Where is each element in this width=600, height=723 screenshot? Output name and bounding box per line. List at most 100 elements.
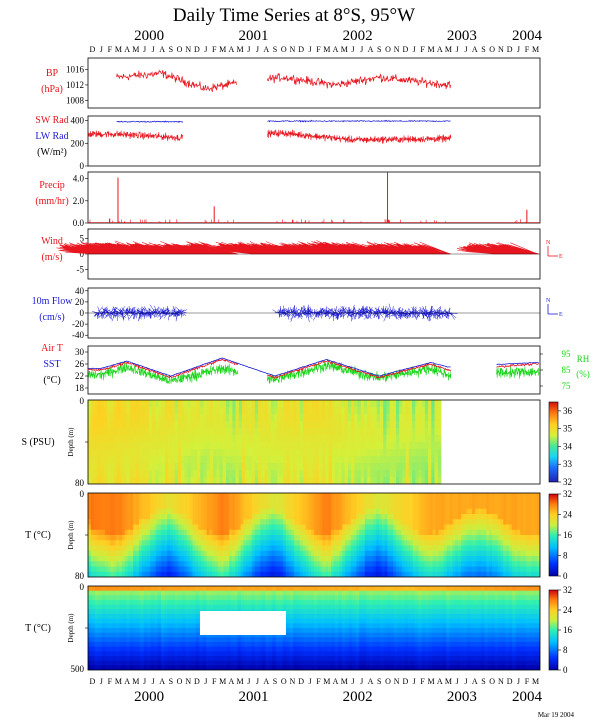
heatmap-cell [531, 503, 535, 510]
top-year-label: 2002 [343, 28, 373, 44]
heatmap-cell [446, 503, 451, 510]
heatmap-cell [435, 529, 439, 536]
heatmap-cell [206, 646, 211, 652]
heatmap-cell [402, 456, 407, 464]
heatmap-cell [184, 493, 188, 499]
heatmap-cell [226, 571, 230, 577]
heatmap-cell [330, 514, 335, 520]
colorbar-tick-label: 33 [563, 459, 573, 469]
heatmap-cell [263, 556, 267, 562]
heatmap-cell [428, 414, 432, 422]
heatmap-cell [370, 550, 374, 557]
heatmap-cell [415, 428, 419, 436]
heatmap-cell [378, 508, 383, 515]
heatmap-cell [181, 586, 186, 592]
heatmap-cell [251, 428, 256, 436]
heatmap-cell [94, 623, 99, 629]
heatmap-cell [483, 535, 487, 541]
heatmap-cell [189, 519, 193, 525]
heatmap-cell [195, 614, 200, 620]
heatmap-cell [193, 428, 198, 436]
heatmap-cell [145, 407, 150, 415]
heatmap-cell [362, 514, 366, 520]
heatmap-cell [260, 503, 264, 510]
heatmap-cell [185, 600, 190, 606]
heatmap-cell [172, 529, 176, 536]
top-month-label: J [360, 45, 363, 54]
heatmap-cell [171, 656, 176, 662]
heatmap-cell [347, 421, 352, 429]
heatmap-cell [290, 400, 294, 408]
heatmap-cell [226, 540, 230, 546]
heatmap-cell [148, 407, 153, 415]
heatmap-cell [175, 540, 179, 546]
heatmap-cell [258, 435, 262, 443]
heatmap-cell [101, 600, 106, 606]
heatmap-cell [376, 561, 380, 567]
heatmap-cell [178, 556, 182, 562]
heatmap-cell [429, 529, 434, 536]
heatmap-cell [299, 556, 304, 562]
heatmap-cell [155, 407, 159, 415]
heatmap-cell [347, 550, 352, 557]
heatmap-cell [534, 524, 538, 531]
heatmap-cell [311, 566, 315, 573]
heatmap-cell [469, 493, 473, 499]
heatmap-cell [230, 642, 235, 648]
heatmap-cell [424, 545, 428, 552]
heatmap-cell [383, 470, 387, 478]
heatmap-cell [199, 665, 204, 670]
heatmap-cell [220, 566, 225, 573]
heatmap-cell [192, 519, 196, 525]
heatmap-cell [187, 400, 192, 408]
heatmap-cell [506, 514, 510, 520]
heatmap-cell [215, 529, 219, 536]
heatmap-cell [302, 571, 306, 577]
heatmap-cell [147, 590, 151, 596]
heatmap-cell [240, 503, 244, 510]
heatmap-cell [299, 540, 304, 546]
heatmap-cell [90, 498, 95, 504]
heatmap-cell [351, 400, 355, 408]
panel-wind: Wind(m/s) 50-5 NE [41, 228, 563, 280]
heatmap-cell [198, 519, 202, 525]
heatmap-cell [254, 540, 258, 546]
heatmap-cell [296, 421, 301, 429]
heatmap-cell [339, 556, 343, 562]
heatmap-cell [534, 556, 538, 562]
heatmap-cell [133, 628, 138, 634]
heatmap-cell [116, 545, 120, 552]
heatmap-cell [254, 493, 258, 499]
heatmap-cell [213, 463, 217, 471]
heatmap-cell [277, 556, 281, 562]
heatmap-cell [213, 656, 218, 662]
heatmap-cell [356, 503, 360, 510]
heatmap-cell [129, 665, 134, 670]
heatmap-cell [494, 540, 499, 546]
heatmap-cell [242, 400, 246, 408]
heatmap-cell [181, 545, 185, 552]
heatmap-cell [130, 519, 134, 525]
heatmap-cell [97, 449, 102, 457]
heatmap-cell [167, 660, 172, 666]
heatmap-cell [401, 550, 405, 557]
heatmap-cell [177, 463, 182, 471]
heatmap-cell [344, 456, 349, 464]
heatmap-cell [325, 456, 330, 464]
heatmap-cell [475, 566, 479, 573]
heatmap-cell [100, 421, 105, 429]
heatmap-cell [432, 545, 436, 552]
heatmap-cell [168, 407, 172, 415]
heatmap-cell [251, 514, 256, 520]
heatmap-cell [220, 632, 224, 638]
heatmap-cell [186, 556, 191, 562]
heatmap-cell [152, 535, 157, 541]
heatmap-cell [174, 632, 179, 638]
heatmap-cell [138, 545, 143, 552]
heatmap-cell [113, 529, 117, 536]
heatmap-cell [222, 400, 227, 408]
heatmap-cell [319, 524, 323, 531]
heatmap-cell [102, 571, 106, 577]
heatmap-cell [254, 514, 258, 520]
heatmap-cell [165, 449, 169, 457]
